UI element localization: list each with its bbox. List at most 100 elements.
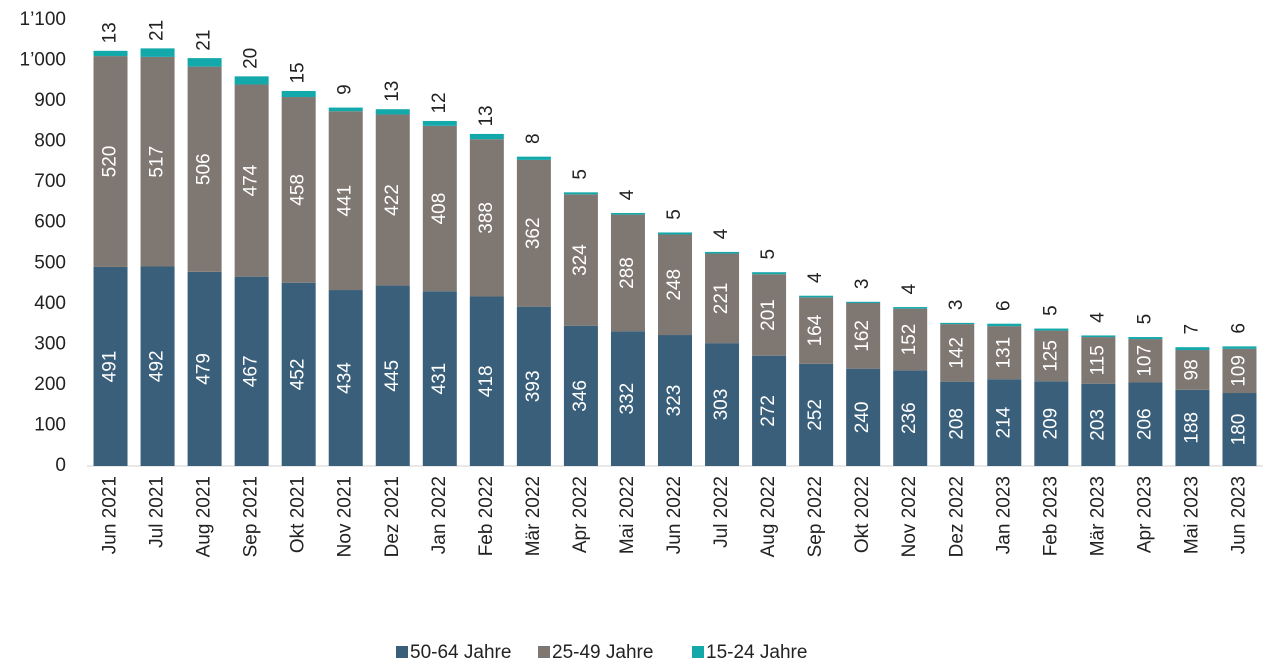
data-label: 13 <box>382 81 403 102</box>
data-label: 506 <box>194 153 215 185</box>
x-tick-label: Sep 2021 <box>241 476 262 557</box>
bar-segment <box>328 107 363 112</box>
bar-segment <box>1081 383 1116 466</box>
y-tick-label: 900 <box>34 90 66 111</box>
x-tick-label: Jul 2022 <box>711 476 732 548</box>
x-tick-label: Sep 2022 <box>805 476 826 557</box>
data-label: 203 <box>1087 409 1108 441</box>
data-label: 303 <box>711 389 732 421</box>
bar-segment <box>752 272 787 275</box>
data-label: 109 <box>1228 355 1249 387</box>
data-label: 221 <box>711 282 732 314</box>
data-label: 4 <box>805 272 826 283</box>
bar-segment <box>187 271 222 466</box>
bar-segment <box>328 111 363 291</box>
bar-segment <box>658 232 692 235</box>
bar-segment <box>563 325 598 466</box>
data-label: 418 <box>476 365 497 397</box>
bar-segment <box>705 253 740 344</box>
data-label: 248 <box>664 269 685 301</box>
bar-segment <box>1128 382 1163 466</box>
data-label: 324 <box>570 244 591 276</box>
bar-segment <box>846 303 881 369</box>
bar-segment <box>563 192 598 195</box>
data-label: 5 <box>758 249 779 260</box>
bar-segment <box>375 114 410 286</box>
data-label: 4 <box>1087 312 1108 323</box>
x-tick-label: Dez 2022 <box>946 476 967 557</box>
x-tick-label: Apr 2023 <box>1134 476 1155 553</box>
data-label: 164 <box>805 314 826 346</box>
bar-segment <box>422 291 457 466</box>
x-tick-label: Jan 2022 <box>429 476 450 554</box>
legend-label: 25-49 Jahre <box>552 642 653 663</box>
bar-segment <box>1222 348 1257 394</box>
x-tick-label: Nov 2022 <box>899 476 920 557</box>
data-label: 6 <box>1228 323 1249 334</box>
legend-swatch <box>538 646 550 658</box>
data-label: 323 <box>664 385 685 417</box>
bar-segment <box>987 379 1022 466</box>
legend-swatch <box>396 646 408 658</box>
data-label: 13 <box>100 22 121 43</box>
data-label: 479 <box>194 353 215 385</box>
data-label: 180 <box>1228 414 1249 446</box>
data-label: 434 <box>335 362 356 394</box>
x-tick-label: Jun 2022 <box>664 476 685 554</box>
x-tick-label: Apr 2022 <box>570 476 591 553</box>
bar-segment <box>893 370 928 466</box>
bar-segment <box>375 109 410 115</box>
data-label: 332 <box>617 383 638 415</box>
bar-segment <box>1081 335 1116 338</box>
y-tick-label: 800 <box>34 131 66 152</box>
x-tick-label: Aug 2022 <box>758 476 779 557</box>
bar-segment <box>893 307 928 309</box>
bar-segment <box>1175 350 1210 390</box>
x-tick-label: Aug 2021 <box>194 476 215 557</box>
bar-segment <box>1034 381 1069 466</box>
bar-segment <box>563 194 598 326</box>
bar-segment <box>140 56 175 267</box>
data-label: 474 <box>241 164 262 196</box>
y-tick-label: 1’100 <box>20 9 67 30</box>
data-label: 206 <box>1134 408 1155 440</box>
x-tick-label: Nov 2021 <box>335 476 356 557</box>
bar-segment <box>987 323 1022 327</box>
bar-segment <box>516 306 551 466</box>
data-label: 467 <box>241 355 262 387</box>
y-tick-label: 700 <box>34 171 66 192</box>
data-label: 162 <box>852 320 873 352</box>
bar-segment <box>93 50 128 57</box>
data-label: 346 <box>570 380 591 412</box>
data-label: 8 <box>523 133 544 144</box>
bar-segment <box>1175 347 1210 351</box>
bar-segment <box>752 274 787 356</box>
y-tick-label: 0 <box>55 455 66 476</box>
bar-segment <box>187 58 222 67</box>
data-label: 3 <box>852 279 873 290</box>
data-label: 441 <box>335 185 356 217</box>
x-tick-label: Jun 2021 <box>100 476 121 554</box>
data-label: 98 <box>1181 359 1202 380</box>
data-label: 452 <box>288 359 309 391</box>
bar-segment <box>610 331 645 466</box>
bar-segment <box>1222 346 1257 349</box>
bar-segment <box>610 214 645 332</box>
x-tick-label: Okt 2022 <box>852 476 873 553</box>
data-label: 7 <box>1181 324 1202 335</box>
y-tick-label: 100 <box>34 414 66 435</box>
data-label: 408 <box>429 193 450 225</box>
bar-segment <box>422 125 457 292</box>
bar-segment <box>705 251 740 254</box>
x-tick-label: Feb 2022 <box>476 476 497 556</box>
data-label: 125 <box>1040 340 1061 372</box>
bar-segment <box>516 159 551 307</box>
x-tick-label: Feb 2023 <box>1040 476 1061 556</box>
x-tick-label: Mär 2022 <box>523 476 544 556</box>
y-tick-label: 400 <box>34 293 66 314</box>
data-label: 422 <box>382 184 403 216</box>
data-label: 9 <box>335 84 356 95</box>
data-label: 5 <box>1040 305 1061 316</box>
data-label: 492 <box>147 350 168 382</box>
bar-segment <box>658 234 692 336</box>
